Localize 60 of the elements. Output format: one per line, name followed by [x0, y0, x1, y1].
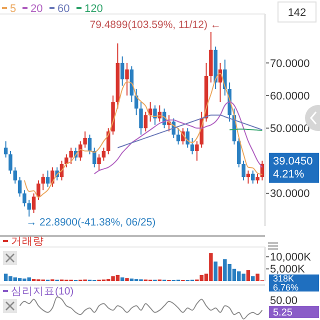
y-tick-label: 10,000K	[270, 252, 312, 264]
annotation: 79.4899(103.59%, 11/12) ←	[90, 18, 221, 31]
text: 39.0450	[273, 156, 313, 168]
candlestick	[41, 173, 45, 191]
y-tick-label: 5,000K	[270, 264, 306, 276]
candlestick	[50, 166, 54, 188]
text: 318K	[273, 274, 294, 284]
candlestick	[144, 111, 148, 132]
candlestick	[251, 170, 255, 184]
bar	[218, 266, 222, 281]
candlestick	[83, 130, 87, 148]
candlestick	[195, 140, 199, 162]
annotation: → 22.8900(-41.38%, 06/25)	[26, 216, 156, 229]
candlestick	[223, 59, 227, 96]
bar	[214, 262, 218, 281]
chart-title: 심리지표(10)	[11, 286, 74, 298]
bar	[246, 270, 250, 281]
bar	[120, 277, 124, 281]
legend-label: 60	[58, 2, 70, 15]
candlestick	[64, 154, 68, 168]
candlestick	[97, 154, 101, 172]
candlestick	[120, 56, 124, 86]
candlestick	[139, 102, 143, 136]
text: 5.25	[273, 308, 293, 318]
candlestick	[186, 128, 190, 148]
candlestick	[78, 140, 82, 162]
candlestick	[18, 176, 22, 198]
legend-label: 120	[84, 2, 103, 15]
y-tick-label: 30.0000	[270, 188, 310, 200]
candlestick	[237, 137, 241, 168]
candlestick	[32, 192, 36, 214]
candlestick	[27, 199, 31, 218]
y-tick-label: 60.0000	[270, 90, 310, 102]
candlestick	[36, 180, 40, 200]
candlestick	[8, 150, 12, 174]
text: 4.21%	[273, 168, 304, 181]
candlestick	[22, 190, 26, 207]
legend-label: 20	[30, 2, 43, 15]
line-series	[117, 114, 263, 148]
bar	[251, 276, 255, 281]
y-tick-label: 70.0000	[270, 58, 310, 70]
legend-label: 5	[10, 2, 16, 15]
text: 6.76%	[273, 282, 299, 293]
candlestick	[69, 147, 73, 165]
candlestick	[4, 140, 8, 158]
candlestick	[153, 104, 157, 126]
candlestick	[190, 137, 194, 155]
text: 142	[288, 6, 306, 19]
y-tick-label: 50.0000	[270, 123, 310, 136]
chart-title: 거래량	[11, 236, 44, 248]
bar	[125, 278, 129, 281]
text: 50.00	[270, 294, 298, 307]
candlestick	[242, 160, 246, 181]
candlestick	[176, 128, 180, 145]
candlestick	[102, 147, 106, 162]
candlestick	[88, 134, 92, 155]
candlestick	[13, 166, 17, 184]
candlestick	[256, 173, 260, 184]
candlestick	[125, 62, 129, 96]
candlestick	[46, 170, 50, 188]
